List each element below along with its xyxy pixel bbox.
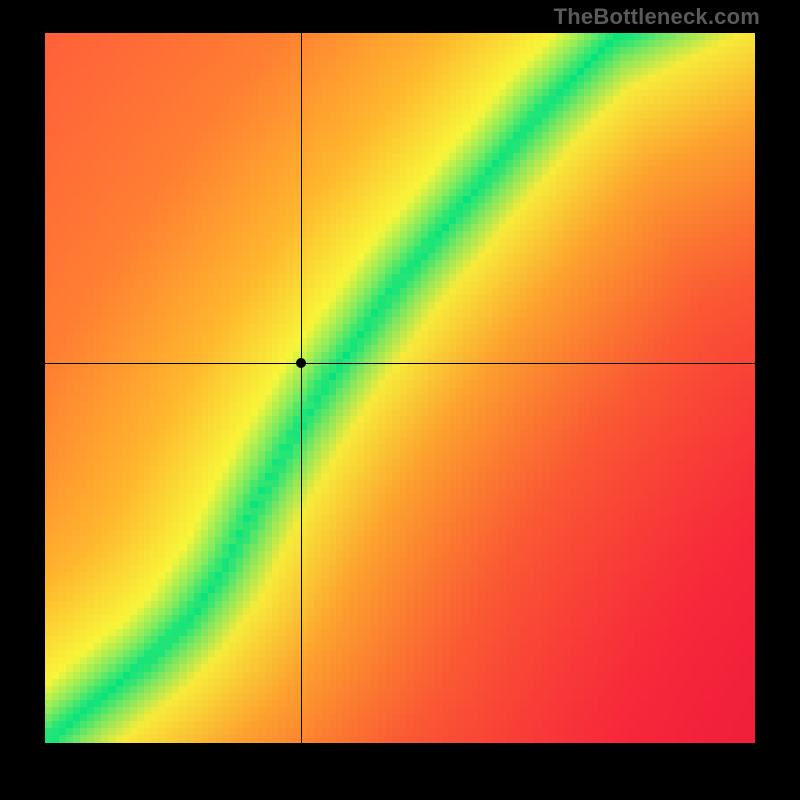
watermark-text: TheBottleneck.com: [554, 4, 760, 30]
heatmap-canvas: [45, 33, 755, 743]
chart-container: TheBottleneck.com: [0, 0, 800, 800]
marker-dot: [296, 358, 306, 368]
crosshair-vertical: [301, 33, 302, 743]
plot-area: [45, 33, 755, 743]
crosshair-horizontal: [45, 363, 755, 364]
